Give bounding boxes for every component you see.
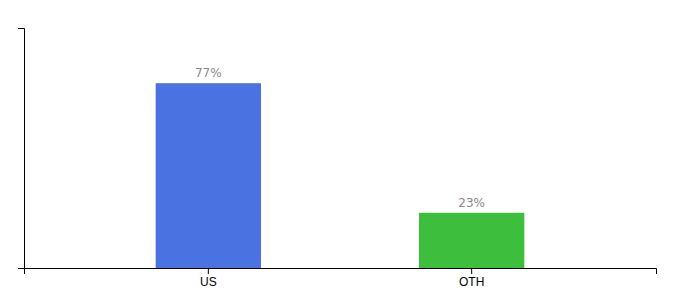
x-tick: US: [200, 268, 217, 289]
chart: 77% 23% US OTH: [0, 0, 680, 300]
data-labels: 77% 23%: [195, 66, 485, 210]
plot: 77% 23% US OTH: [18, 29, 657, 289]
x-tick-label: US: [200, 275, 217, 289]
bar: [419, 213, 524, 268]
x-axis: US OTH: [25, 268, 657, 289]
data-label: 23%: [458, 196, 485, 210]
x-tick-label: OTH: [459, 275, 484, 289]
x-tick: OTH: [459, 268, 484, 289]
bars: [156, 83, 525, 268]
data-label: 77%: [195, 66, 222, 80]
y-axis: [18, 29, 25, 269]
x-axis-line: [25, 269, 657, 275]
y-axis-line: [18, 29, 25, 269]
bar: [156, 83, 261, 268]
x-tick-mark: [471, 268, 472, 274]
x-tick-mark: [208, 268, 209, 274]
